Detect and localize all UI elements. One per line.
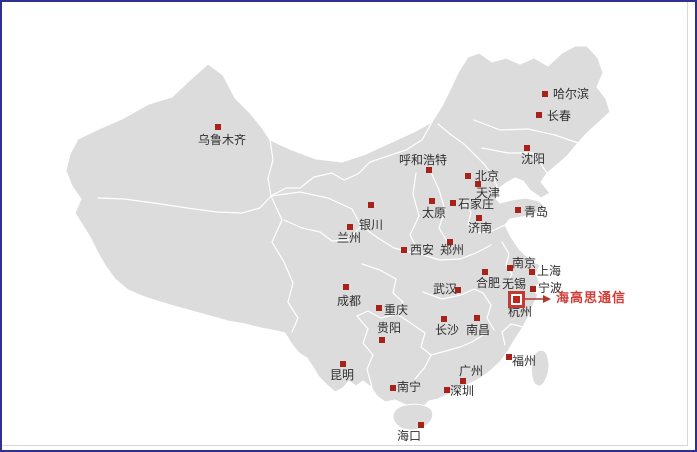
city-marker-shanghai (529, 269, 535, 275)
city-label-xian: 西安 (410, 243, 435, 257)
city-marker-haikou (418, 422, 424, 428)
city-marker-ningbo (530, 286, 536, 292)
city-marker-zhengzhou (447, 239, 453, 245)
city-label-beijing: 北京 (475, 169, 500, 183)
taiwan-island (530, 349, 550, 387)
city-marker-chongqing (376, 305, 382, 311)
city-marker-changchun (536, 112, 542, 118)
city-label-shanghai: 上海 (537, 264, 562, 278)
china-landmass (65, 45, 611, 431)
city-label-fuzhou: 福州 (512, 354, 537, 368)
city-label-ningbo: 宁波 (538, 281, 563, 295)
city-marker-nanchang (474, 315, 480, 321)
city-marker-hohhot (426, 167, 432, 173)
city-marker-urumqi (215, 124, 221, 130)
city-label-kunming: 昆明 (330, 368, 355, 382)
city-marker-wuhan (455, 287, 461, 293)
map-image-right-edge (687, 2, 688, 446)
city-marker-kunming (340, 361, 346, 367)
city-label-nanning: 南宁 (397, 380, 422, 394)
city-marker-nanjing (507, 265, 513, 271)
city-label-hangzhou: 杭州 (508, 305, 533, 319)
city-label-changchun: 长春 (547, 109, 572, 123)
city-label-changsha: 长沙 (435, 323, 460, 337)
city-marker-jinan (476, 215, 482, 221)
city-marker-guangzhou (460, 378, 466, 384)
city-label-hohhot: 呼和浩特 (399, 153, 448, 167)
city-marker-lanzhou (347, 224, 353, 230)
city-marker-qingdao (515, 207, 521, 213)
city-marker-beijing (465, 173, 471, 179)
city-label-guiyang: 贵阳 (377, 321, 402, 335)
city-label-shijiazhuang: 石家庄 (458, 197, 495, 211)
city-label-harbin: 哈尔滨 (553, 87, 590, 101)
city-label-taiyuan: 太原 (422, 206, 447, 220)
city-label-shenyang: 沈阳 (521, 152, 546, 166)
city-label-lanzhou: 兰州 (337, 231, 362, 245)
city-marker-guiyang (379, 337, 385, 343)
city-label-qingdao: 青岛 (524, 205, 549, 219)
city-marker-tianjin (475, 181, 481, 187)
city-marker-xian (401, 247, 407, 253)
mainland-outline (65, 45, 611, 418)
city-marker-hefei (482, 269, 488, 275)
city-label-haikou: 海口 (397, 429, 422, 443)
city-label-wuhan: 武汉 (433, 282, 458, 296)
city-label-shenzhen: 深圳 (450, 384, 475, 398)
city-marker-taiyuan (429, 198, 435, 204)
city-marker-harbin (542, 91, 548, 97)
city-label-yinchuan: 银川 (359, 218, 384, 232)
city-label-zhengzhou: 郑州 (440, 243, 465, 257)
hainan-island (392, 403, 434, 431)
province-borders (97, 119, 579, 388)
city-label-nanchang: 南昌 (466, 323, 491, 337)
map-image-bottom-edge (2, 445, 688, 446)
city-label-wuxi: 无锡 (502, 277, 527, 291)
city-marker-changsha (441, 316, 447, 322)
company-name-label: 海高思通信 (556, 291, 627, 306)
city-label-hefei: 合肥 (476, 276, 501, 290)
city-marker-shenyang (524, 145, 530, 151)
city-marker-chengdu (343, 284, 349, 290)
city-label-urumqi: 乌鲁木齐 (198, 133, 247, 147)
city-marker-shenzhen (444, 387, 450, 393)
city-label-chengdu: 成都 (337, 294, 362, 308)
city-marker-nanning (390, 385, 396, 391)
company-location-marker (508, 291, 525, 308)
city-label-tianjin: 天津 (476, 186, 501, 200)
city-label-nanjing: 南京 (512, 256, 537, 270)
company-arrow-icon (525, 295, 551, 303)
city-marker-yinchuan (368, 202, 374, 208)
city-label-chongqing: 重庆 (384, 303, 409, 317)
city-label-jinan: 济南 (468, 221, 493, 235)
city-marker-fuzhou (506, 354, 512, 360)
city-label-guangzhou: 广州 (459, 364, 484, 378)
city-marker-shijiazhuang (450, 200, 456, 206)
